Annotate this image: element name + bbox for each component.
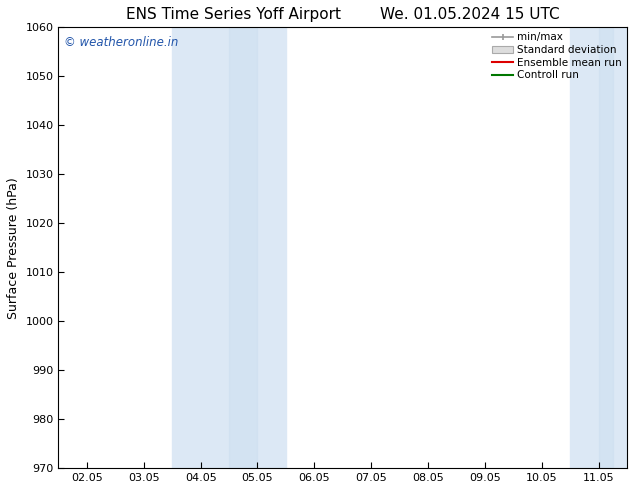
Bar [229, 27, 257, 468]
Text: © weatheronline.in: © weatheronline.in [64, 36, 179, 49]
Title: ENS Time Series Yoff Airport        We. 01.05.2024 15 UTC: ENS Time Series Yoff Airport We. 01.05.2… [126, 7, 560, 22]
Bar [570, 27, 627, 468]
Bar [172, 27, 286, 468]
Y-axis label: Surface Pressure (hPa): Surface Pressure (hPa) [7, 177, 20, 318]
Legend: min/max, Standard deviation, Ensemble mean run, Controll run: min/max, Standard deviation, Ensemble me… [490, 30, 624, 82]
Bar [598, 27, 613, 468]
